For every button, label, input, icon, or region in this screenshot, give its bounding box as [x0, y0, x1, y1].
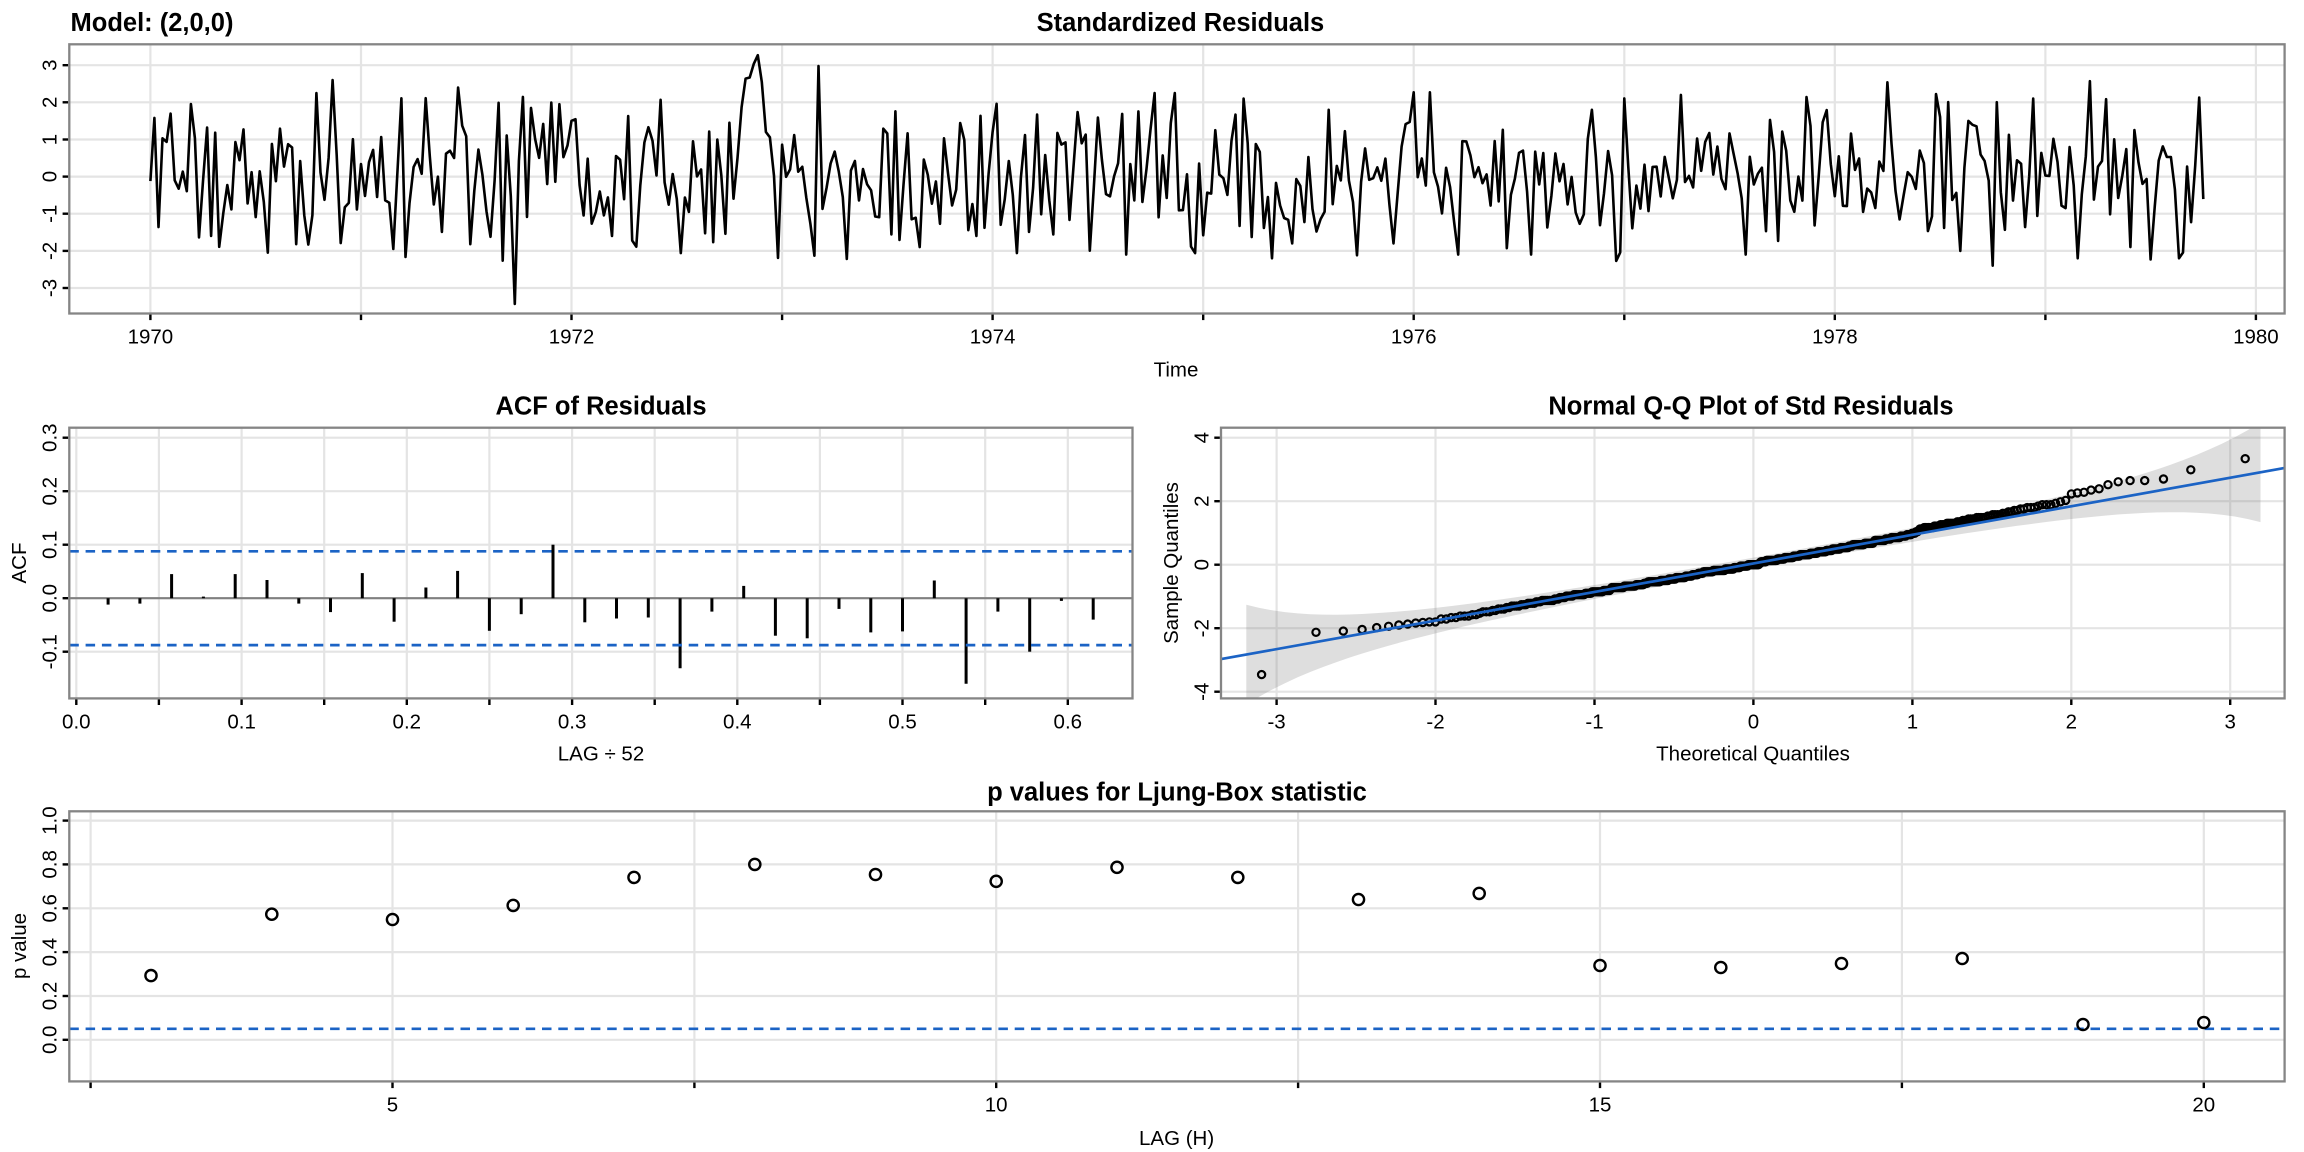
- svg-text:-3: -3: [1267, 710, 1285, 733]
- svg-text:0.2: 0.2: [393, 710, 422, 733]
- svg-text:0.6: 0.6: [1054, 710, 1083, 733]
- svg-text:Theoretical Quantiles: Theoretical Quantiles: [1656, 743, 1850, 766]
- svg-text:20: 20: [2192, 1093, 2215, 1116]
- svg-text:Standardized Residuals: Standardized Residuals: [1037, 9, 1325, 37]
- svg-text:Sample Quantiles: Sample Quantiles: [1160, 482, 1183, 644]
- svg-text:0.1: 0.1: [227, 710, 256, 733]
- svg-text:0.2: 0.2: [39, 982, 62, 1011]
- svg-text:1970: 1970: [128, 326, 174, 349]
- svg-text:10: 10: [985, 1093, 1008, 1116]
- svg-text:0.8: 0.8: [39, 850, 62, 879]
- svg-text:0.4: 0.4: [723, 710, 752, 733]
- svg-text:0: 0: [1190, 559, 1213, 570]
- svg-text:2: 2: [2066, 710, 2077, 733]
- svg-text:-3: -3: [39, 279, 62, 297]
- svg-text:0.4: 0.4: [39, 938, 62, 967]
- svg-text:4: 4: [1190, 432, 1213, 443]
- svg-text:-0.1: -0.1: [39, 634, 62, 669]
- svg-text:ACF of Residuals: ACF of Residuals: [495, 393, 706, 421]
- svg-text:LAG (H): LAG (H): [1139, 1127, 1214, 1150]
- svg-text:0.2: 0.2: [39, 477, 62, 506]
- svg-text:-2: -2: [39, 242, 62, 260]
- svg-text:Time: Time: [1154, 358, 1199, 381]
- svg-text:1976: 1976: [1391, 326, 1437, 349]
- svg-text:1974: 1974: [970, 326, 1016, 349]
- svg-text:Model: (2,0,0): Model: (2,0,0): [71, 9, 234, 37]
- svg-text:1972: 1972: [549, 326, 595, 349]
- svg-text:-1: -1: [39, 205, 62, 223]
- svg-text:0.0: 0.0: [62, 710, 91, 733]
- svg-text:Normal Q-Q Plot of Std Residua: Normal Q-Q Plot of Std Residuals: [1548, 393, 1953, 421]
- svg-text:p values for Ljung-Box statist: p values for Ljung-Box statistic: [987, 779, 1367, 807]
- svg-text:3: 3: [2224, 710, 2235, 733]
- svg-text:p value: p value: [8, 913, 31, 979]
- svg-text:ACF: ACF: [8, 543, 31, 584]
- svg-text:-2: -2: [1190, 619, 1213, 637]
- svg-text:-4: -4: [1190, 683, 1213, 701]
- svg-text:2: 2: [1190, 495, 1213, 506]
- svg-text:15: 15: [1589, 1093, 1612, 1116]
- svg-text:-2: -2: [1426, 710, 1444, 733]
- svg-text:1980: 1980: [2233, 326, 2279, 349]
- svg-text:1: 1: [39, 134, 62, 145]
- svg-text:1: 1: [1907, 710, 1918, 733]
- svg-text:2: 2: [39, 97, 62, 108]
- svg-text:0.3: 0.3: [558, 710, 587, 733]
- svg-text:1.0: 1.0: [39, 806, 62, 835]
- svg-text:1978: 1978: [1812, 326, 1858, 349]
- svg-text:0.5: 0.5: [888, 710, 917, 733]
- svg-text:0.1: 0.1: [39, 530, 62, 559]
- svg-text:0: 0: [39, 171, 62, 182]
- svg-text:0: 0: [1748, 710, 1759, 733]
- svg-text:-1: -1: [1585, 710, 1603, 733]
- svg-text:0.6: 0.6: [39, 894, 62, 923]
- svg-text:5: 5: [387, 1093, 398, 1116]
- svg-text:0.0: 0.0: [39, 1026, 62, 1055]
- svg-text:0.0: 0.0: [39, 584, 62, 613]
- svg-text:0.3: 0.3: [39, 423, 62, 452]
- svg-text:LAG ÷ 52: LAG ÷ 52: [558, 743, 644, 766]
- svg-text:3: 3: [39, 59, 62, 70]
